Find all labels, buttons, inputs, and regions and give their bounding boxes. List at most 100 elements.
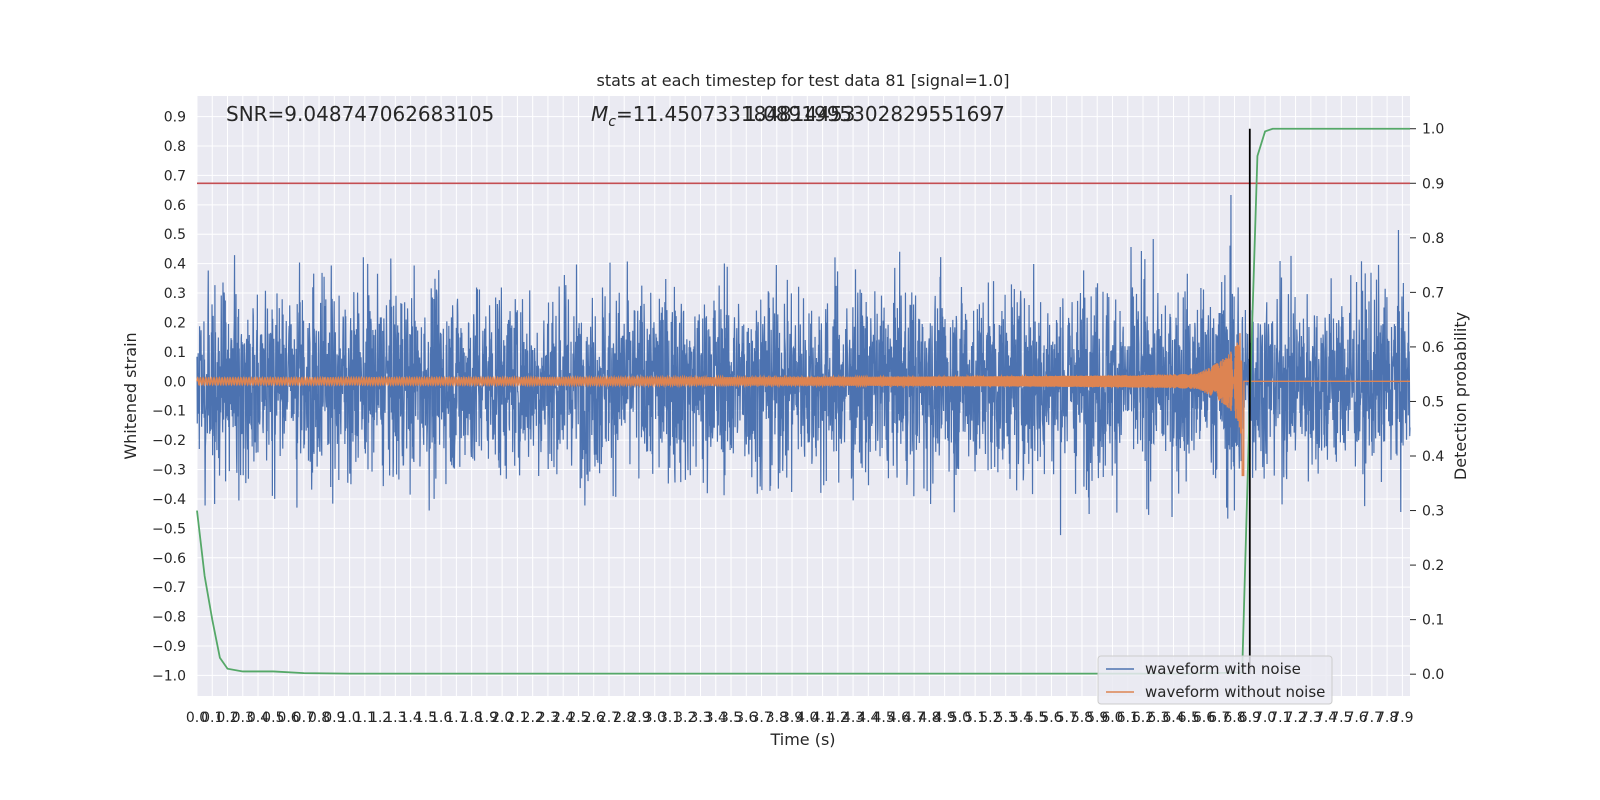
y-left-tick-label: −0.1 (152, 404, 186, 420)
x-tick-label: 2.6 (583, 710, 605, 726)
x-axis-label: Time (s) (769, 730, 835, 749)
y-left-tick-label: 0.1 (164, 345, 186, 361)
x-tick-label: 7.9 (1391, 710, 1413, 726)
chirp-mass-annotation: Mc=11.450733184814453 (591, 102, 855, 130)
y-right-tick-label: 0.9 (1422, 176, 1444, 192)
x-tick-label: 3.6 (735, 710, 757, 726)
x-tick-label: 7.4 (1315, 710, 1337, 726)
x-tick-label: 0.4 (247, 710, 269, 726)
x-tick-label: 4.4 (857, 710, 879, 726)
x-tick-label: 0.1 (201, 710, 223, 726)
x-tick-label: 4.7 (903, 710, 925, 726)
x-tick-label: 0.7 (293, 710, 315, 726)
y-right-tick-label: 0.7 (1422, 285, 1444, 301)
x-tick-label: 5.4 (1010, 710, 1032, 726)
x-tick-label: 6.3 (1147, 710, 1169, 726)
x-tick-label: 4.2 (827, 710, 849, 726)
x-tick-label: 5.5 (1025, 710, 1047, 726)
x-tick-label: 2.4 (552, 710, 574, 726)
x-tick-label: 3.8 (766, 710, 788, 726)
y-left-tick-label: −0.5 (152, 521, 186, 537)
x-tick-label: 1.0 (338, 710, 360, 726)
noisy-waveform-series (196, 194, 1411, 536)
x-axis-ticks: 0.00.10.20.30.40.50.60.70.80.91.01.11.21… (186, 710, 1414, 726)
right-y-axis-ticks: 0.0 0.1 0.2 0.3 0.4 0.5 0.6 0.7 0.8 0.9 1.0 (1410, 122, 1444, 683)
y-left-tick-label: 0.5 (164, 227, 186, 243)
x-tick-label: 1.8 (461, 710, 483, 726)
right-y-axis-label: Detection probability (1451, 312, 1470, 480)
y-right-tick-label: 0.3 (1422, 504, 1444, 520)
x-tick-label: 5.3 (995, 710, 1017, 726)
x-tick-label: 7.3 (1300, 710, 1322, 726)
y-left-tick-label: −0.2 (152, 433, 186, 449)
chirp-mass-subscript: c (608, 114, 616, 130)
x-tick-label: 7.0 (1254, 710, 1276, 726)
x-tick-label: 6.5 (1178, 710, 1200, 726)
x-tick-label: 6.8 (1223, 710, 1245, 726)
y-left-tick-label: 0.4 (164, 257, 186, 273)
y-left-tick-label: 0.7 (164, 168, 186, 184)
chart-title: stats at each timestep for test data 81 … (597, 71, 1010, 90)
clean-waveform-series (196, 333, 1410, 477)
detection-probability-line (196, 127, 1410, 675)
x-tick-label: 4.9 (934, 710, 956, 726)
x-tick-label: 2.2 (522, 710, 544, 726)
x-tick-label: 2.8 (613, 710, 635, 726)
y-left-tick-label: −0.4 (152, 492, 186, 508)
y-left-tick-label: −0.3 (152, 463, 186, 479)
x-tick-label: 4.8 (918, 710, 940, 726)
y-left-tick-label: 0.2 (164, 315, 186, 331)
noisy-waveform-line (196, 194, 1411, 536)
x-tick-label: 2.7 (598, 710, 620, 726)
x-tick-label: 0.9 (323, 710, 345, 726)
y-left-tick-label: −0.9 (152, 639, 186, 655)
left-y-axis-ticks: −1.0 −0.9 −0.8 −0.7 −0.6 −0.5 −0.4 −0.3 −0.2 −0.1… (152, 110, 186, 685)
x-tick-label: 2.1 (506, 710, 528, 726)
legend-label-clean: waveform without noise (1145, 683, 1325, 701)
chirp-mass-value: =11.450733184814453 (616, 102, 855, 126)
legend-label-noise: waveform with noise (1145, 660, 1301, 678)
y-right-tick-label: 0.4 (1422, 449, 1444, 465)
x-tick-label: 7.5 (1330, 710, 1352, 726)
x-tick-label: 6.0 (1101, 710, 1123, 726)
x-tick-label: 0.8 (308, 710, 330, 726)
legend: waveform with noise waveform without noi… (1097, 655, 1333, 705)
x-tick-label: 5.9 (1086, 710, 1108, 726)
x-tick-label: 0.3 (232, 710, 254, 726)
x-tick-label: 6.1 (1117, 710, 1139, 726)
x-tick-label: 3.1 (659, 710, 681, 726)
legend-box (1097, 655, 1333, 705)
x-tick-label: 4.1 (811, 710, 833, 726)
x-tick-label: 1.9 (476, 710, 498, 726)
x-tick-label: 3.5 (720, 710, 742, 726)
detection-probability-series (196, 127, 1410, 675)
x-tick-label: 1.1 (354, 710, 376, 726)
x-tick-label: 0.0 (186, 710, 208, 726)
x-tick-label: 1.5 (415, 710, 437, 726)
x-tick-label: 5.2 (979, 710, 1001, 726)
x-tick-label: 2.5 (567, 710, 589, 726)
y-left-tick-label: −0.8 (152, 610, 186, 626)
overlap-annotation: 1.0891995302829551697 (744, 102, 1005, 126)
x-tick-label: 5.8 (1071, 710, 1093, 726)
x-tick-label: 6.6 (1193, 710, 1215, 726)
x-tick-label: 5.1 (964, 710, 986, 726)
x-tick-label: 3.9 (781, 710, 803, 726)
x-tick-label: 0.2 (216, 710, 238, 726)
y-right-tick-label: 0.0 (1422, 667, 1444, 683)
y-left-tick-label: −0.6 (152, 551, 186, 567)
y-right-tick-label: 1.0 (1422, 122, 1444, 138)
x-tick-label: 1.7 (445, 710, 467, 726)
x-tick-label: 5.6 (1040, 710, 1062, 726)
x-tick-label: 6.7 (1208, 710, 1230, 726)
x-tick-label: 0.5 (262, 710, 284, 726)
x-tick-label: 7.7 (1361, 710, 1383, 726)
y-right-tick-label: 0.2 (1422, 558, 1444, 574)
x-tick-label: 1.3 (384, 710, 406, 726)
y-right-tick-label: 0.8 (1422, 231, 1444, 247)
x-tick-label: 3.4 (705, 710, 727, 726)
x-tick-label: 6.4 (1162, 710, 1184, 726)
x-tick-label: 1.4 (399, 710, 421, 726)
x-tick-label: 4.6 (888, 710, 910, 726)
